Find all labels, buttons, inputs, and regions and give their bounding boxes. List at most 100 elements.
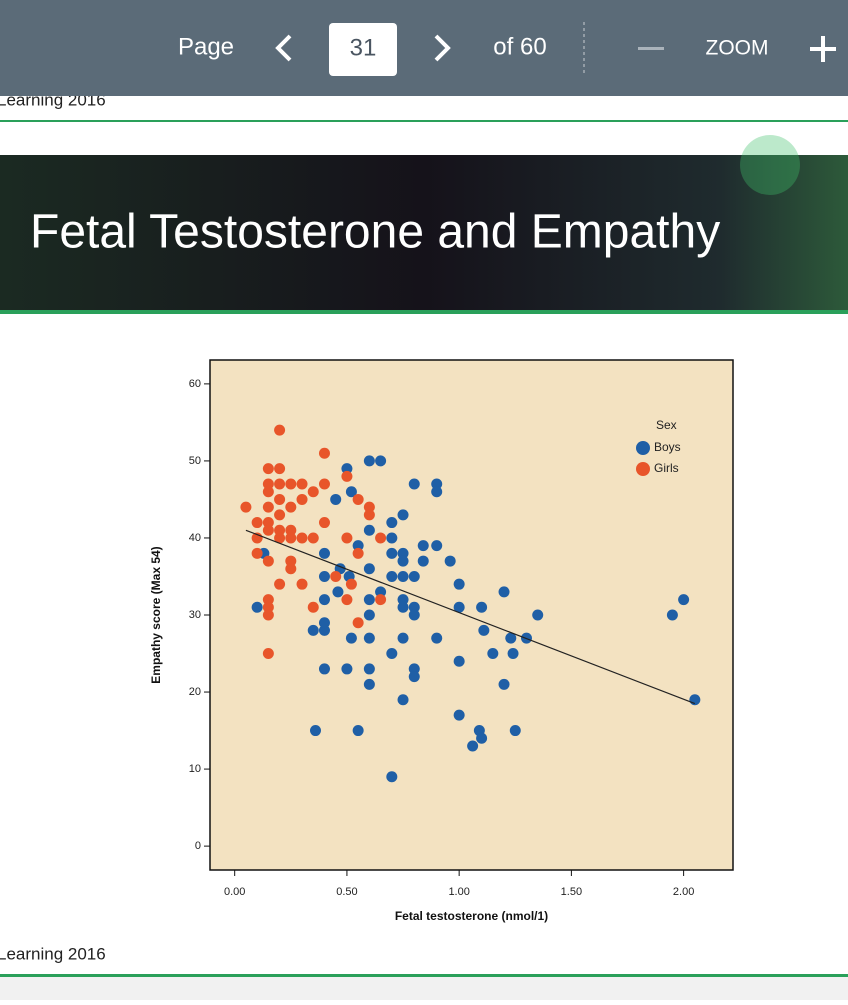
x-tick-label: 0.00 <box>224 886 245 898</box>
point <box>345 486 357 498</box>
point <box>375 586 387 598</box>
slide-title: Fetal Testosterone and Empathy <box>30 206 720 259</box>
point <box>274 478 286 490</box>
point <box>363 663 375 675</box>
point <box>251 517 263 529</box>
point <box>318 594 330 606</box>
point <box>352 725 364 737</box>
point <box>431 478 443 490</box>
zoom-label: ZOOM <box>706 37 769 60</box>
point <box>386 517 398 529</box>
zoom-in[interactable] <box>810 36 836 62</box>
legend-label: Girls <box>654 461 679 475</box>
point <box>296 578 308 590</box>
point <box>341 663 353 675</box>
point <box>285 555 297 567</box>
point <box>262 517 274 529</box>
point <box>417 555 429 567</box>
point <box>262 478 274 490</box>
toolbar <box>0 0 848 96</box>
point <box>397 694 409 706</box>
plot-area <box>209 359 734 871</box>
point <box>318 547 330 559</box>
point <box>476 732 488 744</box>
point <box>274 532 286 544</box>
point <box>431 632 443 644</box>
point <box>307 624 319 636</box>
point <box>507 648 519 660</box>
point <box>453 578 465 590</box>
page-label: Page <box>178 33 234 60</box>
point <box>345 632 357 644</box>
point <box>408 609 420 621</box>
point <box>408 663 420 675</box>
point <box>444 555 456 567</box>
y-tick-label: 60 <box>189 378 201 390</box>
point <box>330 493 342 505</box>
point <box>345 578 357 590</box>
page-input[interactable] <box>329 23 397 76</box>
point <box>341 532 353 544</box>
point <box>375 455 387 467</box>
point <box>309 725 321 737</box>
point <box>363 632 375 644</box>
point <box>318 517 330 529</box>
rule <box>0 974 848 977</box>
point <box>363 455 375 467</box>
point <box>375 532 387 544</box>
bottom-caption: Learning 2016 <box>0 944 106 963</box>
point <box>363 509 375 521</box>
point <box>262 648 274 660</box>
point <box>352 493 364 505</box>
point <box>318 570 330 582</box>
point <box>296 532 308 544</box>
point <box>274 493 286 505</box>
point <box>453 601 465 613</box>
point <box>431 486 443 498</box>
point <box>285 532 297 544</box>
point <box>386 570 398 582</box>
point <box>285 478 297 490</box>
point <box>408 478 420 490</box>
point <box>318 624 330 636</box>
next-page[interactable] <box>434 34 451 62</box>
point <box>678 594 690 606</box>
point <box>386 648 398 660</box>
zoom-out[interactable] <box>638 47 664 50</box>
point <box>262 524 274 536</box>
point <box>408 570 420 582</box>
point <box>476 601 488 613</box>
legend-marker <box>636 441 650 455</box>
point <box>262 555 274 567</box>
point <box>262 601 274 613</box>
point <box>274 424 286 436</box>
point <box>274 509 286 521</box>
point <box>352 547 364 559</box>
y-tick-label: 30 <box>189 609 201 621</box>
prev-page[interactable] <box>275 34 292 62</box>
legend-label: Boys <box>654 440 681 454</box>
point <box>397 601 409 613</box>
page-gap <box>0 977 848 1000</box>
point <box>285 501 297 513</box>
point <box>375 594 387 606</box>
chart: 0 10 20 30 40 50 60 0.00 0.50 1.00 1.50 2.00 Fetal t… <box>149 359 734 923</box>
banner-glow <box>740 135 800 195</box>
point <box>318 447 330 459</box>
y-axis-label: Empathy score (Max 54) <box>149 546 163 683</box>
point <box>532 609 544 621</box>
point <box>386 532 398 544</box>
point <box>262 594 274 606</box>
point <box>397 555 409 567</box>
legend-title: Sex <box>656 418 677 432</box>
legend-marker <box>636 462 650 476</box>
point <box>307 486 319 498</box>
point <box>431 540 443 552</box>
rule <box>0 120 848 122</box>
point <box>307 601 319 613</box>
x-tick-label: 2.00 <box>673 886 694 898</box>
point <box>397 509 409 521</box>
page-number: 31 <box>350 34 377 61</box>
trend-line <box>245 529 696 705</box>
